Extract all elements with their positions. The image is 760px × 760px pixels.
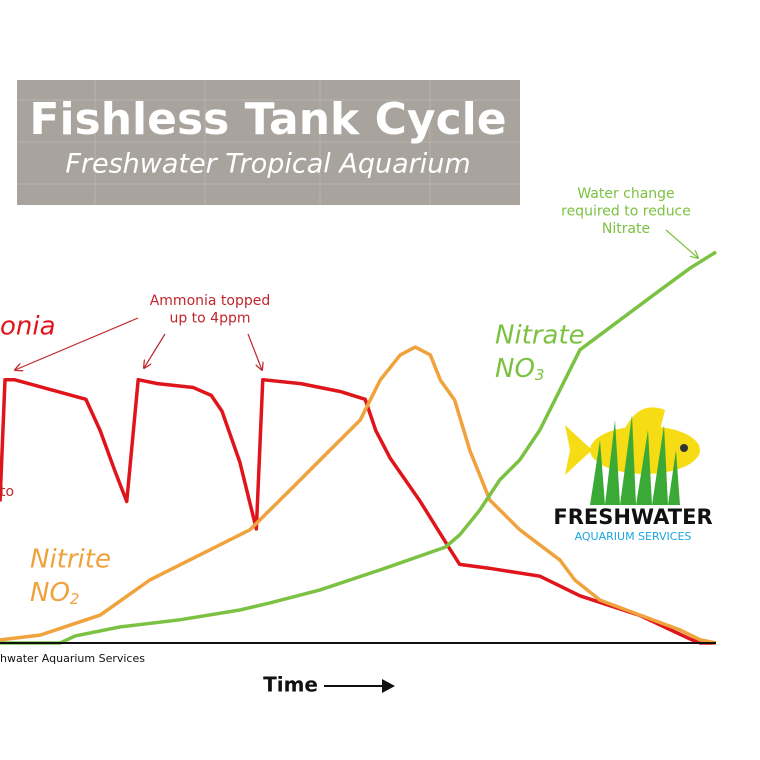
time-arrow	[324, 679, 395, 693]
logo-tagline: AQUARIUM SERVICES	[575, 530, 692, 543]
logo: FRESHWATER AQUARIUM SERVICES	[553, 407, 713, 543]
footer: hwater Aquarium Services	[0, 652, 145, 665]
annotation: Nitrate	[602, 221, 650, 237]
series-formula: NO2	[30, 578, 79, 608]
series-line	[0, 250, 717, 645]
series-line	[0, 377, 716, 645]
series-line	[0, 345, 717, 645]
formula-sub: 2	[70, 590, 80, 608]
series-label: Nitrate	[495, 321, 585, 351]
series-formula: NO3	[495, 354, 544, 384]
series-label: Nitrite	[30, 545, 111, 575]
annotation: required to reduce	[561, 204, 691, 220]
title-box: Fishless Tank Cycle Freshwater Tropical …	[17, 80, 520, 205]
x-axis-label: Time	[263, 673, 318, 697]
annotation: Ammonia topped	[150, 293, 271, 309]
formula-base: NO	[30, 578, 70, 608]
annotation: Water change	[577, 186, 674, 202]
series-label: onia	[0, 312, 56, 342]
chart-title: Fishless Tank Cycle	[29, 94, 506, 145]
annotation-arrow	[665, 229, 698, 258]
annotation: to	[0, 484, 14, 500]
formula-sub: 3	[535, 366, 545, 384]
formula-base: NO	[495, 354, 535, 384]
annotation: up to 4ppm	[169, 311, 250, 327]
annotation-arrows	[15, 317, 262, 370]
logo-name: FRESHWATER	[553, 505, 712, 529]
chart-subtitle: Freshwater Tropical Aquarium	[65, 149, 470, 180]
